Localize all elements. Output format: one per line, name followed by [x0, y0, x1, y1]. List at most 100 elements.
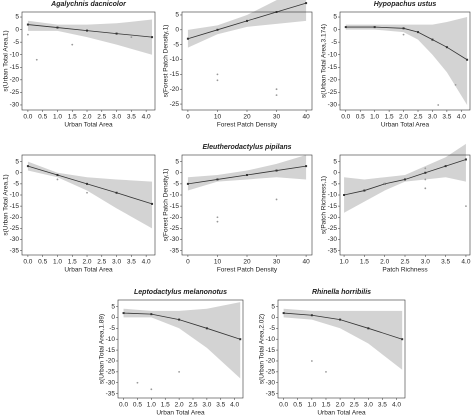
line-marker [246, 174, 248, 176]
residual-point [310, 360, 313, 362]
x-tick-label: 0.5 [133, 402, 142, 409]
y-tick-label: -15 [328, 64, 338, 71]
x-tick-label: 2.0 [399, 114, 408, 121]
y-tick-label: -10 [328, 192, 338, 199]
line-marker [402, 27, 405, 30]
x-tick-label: 4.0 [392, 402, 401, 409]
line-marker [216, 178, 219, 181]
x-tick-label: 1.0 [147, 402, 156, 409]
y-tick-label: 5 [111, 303, 115, 310]
y-tick-label: -30 [10, 102, 20, 109]
x-tick-label: 1.5 [68, 114, 77, 121]
x-tick-label: 0.0 [341, 114, 350, 121]
x-tick-label: 1.0 [370, 114, 379, 121]
y-tick-label: 5 [15, 14, 19, 21]
y-axis-label: s(Urban Total Area,3.174) [321, 24, 328, 98]
residual-point [178, 370, 181, 373]
line-marker [216, 28, 219, 31]
y-axis-label: s(Urban Total Area,1) [3, 174, 10, 235]
x-tick-label: 1.0 [53, 259, 62, 266]
plot-frame [117, 299, 244, 399]
residual-point [454, 83, 457, 86]
line-marker [305, 2, 308, 5]
confidence-band [187, 155, 307, 191]
confidence-band [345, 17, 468, 105]
residual-point [424, 167, 427, 170]
y-tick-label: -15 [106, 347, 116, 354]
y-tick-label: -20 [170, 214, 180, 221]
line-marker [150, 313, 153, 316]
residual-point [35, 58, 38, 61]
y-tick-label: -25 [10, 225, 20, 232]
x-tick-label: 10 [214, 114, 222, 121]
residual-point [71, 43, 74, 46]
x-tick-label: 1.0 [307, 402, 316, 409]
x-tick-label: 3.5 [441, 259, 450, 266]
line-marker [305, 165, 308, 168]
residual-point [275, 198, 278, 201]
x-tick-label: 0.5 [38, 114, 47, 121]
panel-title: Leptodactylus melanonotus [134, 289, 227, 296]
y-tick-label: -5 [13, 181, 19, 188]
y-tick-label: 0 [271, 314, 275, 321]
x-tick-label: 4.0 [142, 114, 151, 121]
x-tick-label: 3.5 [216, 402, 225, 409]
line-marker [122, 312, 125, 315]
x-tick-label: 1.5 [321, 402, 330, 409]
residual-point [27, 33, 29, 36]
line-marker [404, 178, 406, 181]
x-axis-label: Forest Patch Density [217, 122, 278, 129]
residual-point [216, 79, 219, 82]
x-tick-label: 0 [186, 259, 190, 266]
x-axis-label: Urban Total Area [64, 267, 113, 274]
confidence-band [123, 302, 241, 379]
line-marker [344, 26, 347, 29]
y-tick-label: -35 [266, 390, 276, 397]
plot-frame [277, 299, 406, 399]
residual-point [275, 88, 278, 91]
y-tick-label: -35 [328, 247, 338, 254]
x-tick-label: 2.0 [82, 114, 91, 121]
x-axis-label: Patch Richness [382, 267, 428, 274]
line-marker [151, 202, 154, 205]
x-tick-label: 20 [243, 259, 251, 266]
y-tick-label: 0 [175, 169, 179, 176]
x-tick-label: 2.0 [82, 259, 91, 266]
x-tick-label: 0.5 [293, 402, 302, 409]
y-tick-label: -5 [173, 181, 179, 188]
y-axis-label: s(Urban Total Area,1) [3, 30, 10, 91]
y-tick-label: -20 [10, 77, 20, 84]
x-tick-label: 2.5 [97, 259, 106, 266]
panel-title: Rhinella horribilis [312, 289, 371, 296]
y-tick-label: -35 [170, 247, 180, 254]
residual-point [383, 182, 386, 185]
panel-title: Eleutherodactylus pipilans [202, 144, 291, 151]
line-marker [431, 38, 434, 41]
y-tick-label: -20 [266, 358, 276, 365]
x-tick-label: 10 [214, 259, 222, 266]
y-tick-label: -10 [328, 51, 338, 58]
x-tick-label: 30 [273, 114, 281, 121]
residual-point [325, 370, 327, 373]
y-tick-label: -20 [10, 214, 20, 221]
y-tick-label: -25 [170, 101, 180, 108]
y-tick-label: -10 [106, 336, 116, 343]
residual-point [402, 33, 405, 36]
y-tick-label: 0 [15, 169, 19, 176]
line-marker [26, 23, 29, 26]
line-marker [86, 182, 89, 185]
x-tick-label: 2.0 [175, 402, 184, 409]
y-tick-label: -5 [173, 41, 179, 48]
x-tick-label: 2.5 [188, 402, 197, 409]
panel-title: Agalychnis dacnicolor [50, 1, 127, 8]
confidence-band [187, 0, 307, 48]
residual-point [150, 388, 153, 391]
x-tick-label: 3.0 [421, 259, 430, 266]
x-tick-label: 0.0 [23, 259, 32, 266]
residual-point [216, 73, 219, 76]
y-tick-label: -30 [266, 379, 276, 386]
x-tick-label: 0.0 [23, 114, 32, 121]
y-tick-label: -25 [10, 89, 20, 96]
line-marker [275, 169, 278, 172]
